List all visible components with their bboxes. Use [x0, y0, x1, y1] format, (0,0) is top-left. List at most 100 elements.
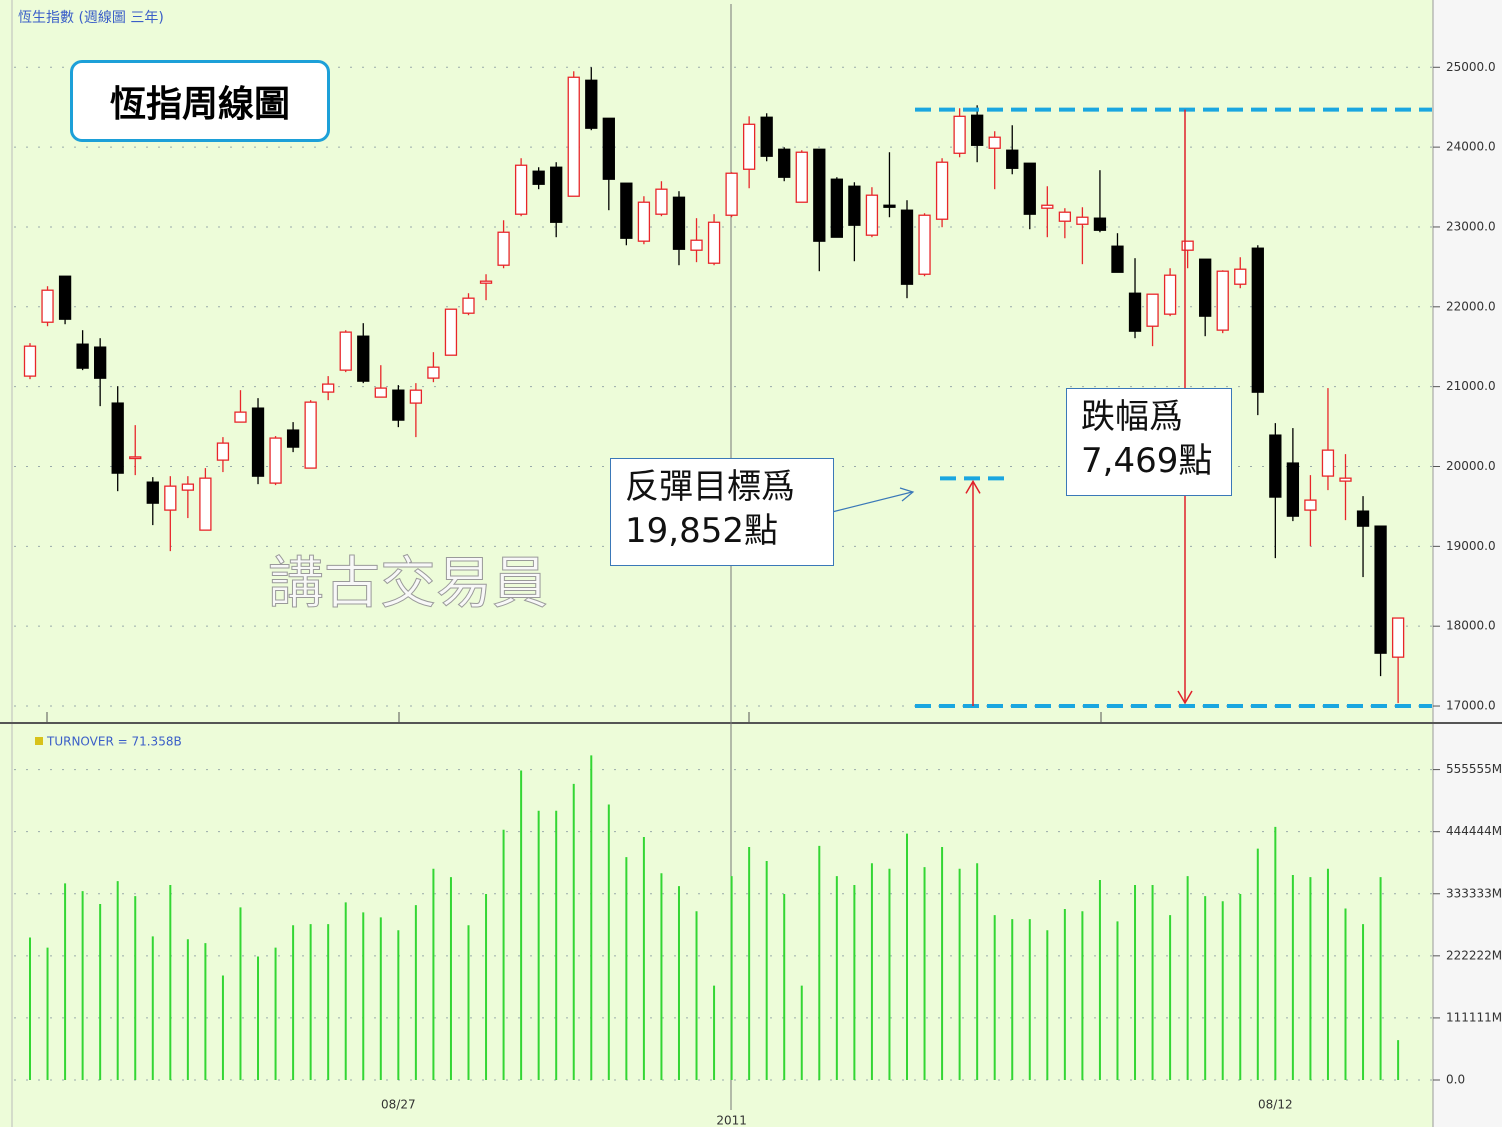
candle-body: [620, 182, 633, 239]
candle-body: [251, 407, 265, 477]
y-tick-label: 222222M: [1446, 948, 1502, 962]
x-tick-label: 08/27: [381, 1098, 416, 1112]
candle-body: [129, 456, 142, 460]
candle-body: [374, 387, 387, 398]
candle-body: [918, 214, 931, 275]
legend-label: TURNOVER = 71.358B: [46, 735, 182, 749]
candle-body: [637, 201, 651, 242]
candle-body: [146, 481, 159, 504]
y-tick-label: 22000.0: [1446, 299, 1496, 313]
candle-body: [462, 297, 475, 314]
candle-body: [988, 136, 1001, 149]
candle-body: [1146, 293, 1159, 327]
candle-body: [865, 194, 879, 236]
note-pointer: [831, 491, 913, 513]
candle-body: [602, 117, 615, 180]
note-line: 反彈目標爲: [625, 467, 795, 507]
candle-body: [1356, 510, 1370, 527]
axis-column: [1433, 0, 1502, 1127]
candle-body: [550, 166, 563, 223]
note-pointer-head: [899, 487, 915, 502]
candle-body: [1076, 216, 1089, 225]
y-tick-label: 0.0: [1446, 1073, 1465, 1087]
candle-body: [1199, 258, 1212, 317]
arrow-head: [965, 479, 981, 494]
candle-body: [181, 483, 195, 491]
candle-body: [830, 178, 843, 238]
candle-body: [585, 79, 598, 129]
candle-body: [444, 308, 458, 356]
candle-body: [409, 389, 423, 404]
candle-body: [1163, 274, 1177, 315]
candle-body: [427, 366, 440, 379]
candle-body: [23, 345, 37, 377]
candle-body: [392, 389, 405, 421]
candle-body: [883, 204, 896, 208]
candle-body: [269, 437, 282, 484]
candle-body: [286, 429, 300, 448]
candle-body: [357, 335, 370, 382]
y-tick-label: 21000.0: [1446, 379, 1496, 393]
y-tick-label: 20000.0: [1446, 459, 1496, 473]
x-tick-label: 2011: [716, 1114, 747, 1127]
y-tick-label: 111111M: [1446, 1010, 1502, 1024]
y-tick-label: 555555M: [1446, 762, 1502, 776]
candle-body: [1251, 247, 1264, 393]
candle-body: [900, 209, 914, 285]
candle-body: [532, 170, 545, 185]
y-tick-label: 24000.0: [1446, 140, 1496, 154]
candle-body: [94, 346, 107, 379]
candle-body: [1374, 525, 1387, 654]
candle-body: [1111, 245, 1124, 273]
rebound-note: 反彈目標爲 19,852點: [610, 458, 834, 566]
candle-body: [690, 239, 703, 251]
candle-body: [497, 231, 510, 266]
candle-body: [322, 383, 335, 393]
candle-body: [778, 148, 791, 178]
candle-body: [479, 280, 493, 284]
candle-body: [1304, 499, 1317, 511]
candle-body: [199, 477, 212, 531]
note-line: 7,469點: [1081, 441, 1213, 481]
candle-body: [41, 289, 54, 323]
chart-title: 恆生指數 (週線圖 三年): [18, 10, 164, 26]
y-tick-label: 17000.0: [1446, 699, 1496, 713]
candle-body: [742, 123, 756, 170]
candle-body: [58, 275, 72, 320]
candle-body: [216, 442, 230, 461]
candle-body: [1058, 211, 1072, 222]
candle-body: [813, 148, 826, 242]
candle-body: [953, 115, 966, 154]
drop-note: 跌幅爲 7,469點: [1066, 388, 1232, 496]
y-tick-label: 25000.0: [1446, 60, 1496, 74]
candle-body: [164, 485, 177, 511]
candle-body: [707, 221, 721, 264]
candle-body: [339, 331, 352, 371]
candle-body: [234, 411, 247, 423]
candle-body: [304, 401, 317, 469]
y-tick-label: 333333M: [1446, 886, 1502, 900]
candle-body: [76, 343, 89, 369]
y-tick-label: 19000.0: [1446, 539, 1496, 553]
candle-body: [725, 172, 738, 216]
candle-body: [1269, 434, 1282, 498]
candle-body: [655, 188, 668, 215]
candle-body: [1339, 477, 1352, 482]
candle-body: [567, 76, 580, 197]
watermark: 講古交易員: [268, 552, 548, 617]
candle-body: [1181, 240, 1194, 251]
arrow-head: [1177, 690, 1193, 705]
legend-swatch: [35, 737, 43, 745]
candle-body: [1321, 449, 1335, 477]
candle-body: [971, 114, 984, 146]
candle-body: [935, 161, 949, 220]
note-line: 跌幅爲: [1081, 397, 1183, 437]
candle-body: [1216, 270, 1229, 331]
candle-body: [1234, 268, 1247, 285]
candle-body: [1093, 217, 1107, 231]
candle-body: [514, 164, 528, 215]
candle-body: [1391, 617, 1405, 658]
candle-body: [672, 196, 686, 250]
candle-body: [1128, 292, 1142, 332]
